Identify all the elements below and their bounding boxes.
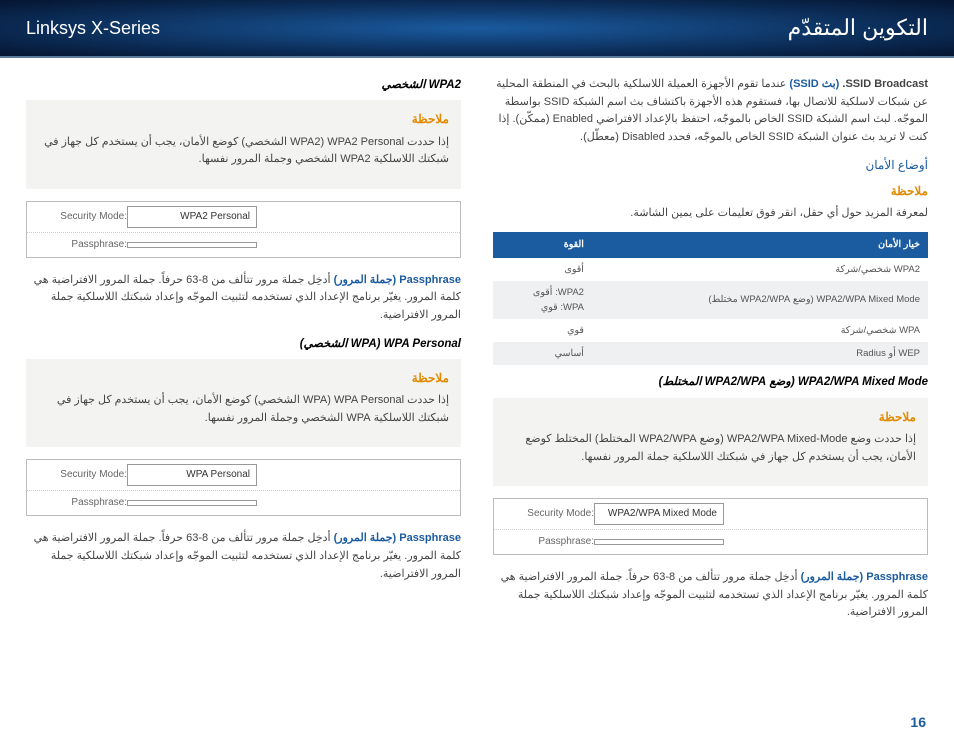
security-mode-value-2: WPA Personal: [127, 464, 257, 486]
security-mode-label: Security Mode:: [37, 209, 127, 225]
security-mode-label-r: Security Mode:: [504, 506, 594, 522]
passphrase-para-1: Passphrase (جملة المرور) أدخِل جملة مرور…: [26, 272, 461, 325]
column-left: WPA2 الشخصي ملاحظة إذا حددت WPA2 Persona…: [26, 76, 461, 632]
config-row-passphrase-2: Passphrase:: [27, 490, 460, 515]
config-panel-wpa: Security Mode: WPA Personal Passphrase:: [26, 459, 461, 516]
passphrase-para-2: Passphrase (جملة المرور) أدخِل جملة مرور…: [26, 530, 461, 583]
security-mode-value-r: WPA2/WPA Mixed Mode: [594, 503, 724, 525]
cell-opt: WPA شخصي/شركة: [592, 319, 928, 342]
note-wpa2-personal: ملاحظة إذا حددت WPA2 Personal (WPA2 الشخ…: [26, 100, 461, 188]
passphrase-value-2: [127, 500, 257, 506]
mixed-mode-heading: WPA2/WPA Mixed Mode (وضع WPA2/WPA المختل…: [493, 373, 928, 391]
passphrase-label-rb: Passphrase (جملة المرور): [801, 571, 928, 583]
cell-opt: WEP أو Radius: [592, 342, 928, 365]
ssid-broadcast-para: SSID Broadcast. (بث SSID) عندما تقوم الأ…: [493, 76, 928, 146]
security-modes-heading: أوضاع الأمان: [493, 156, 928, 175]
note-text: إذا حددت WPA2 Personal (WPA2 الشخصي) كوض…: [38, 134, 449, 169]
cell-opt: WPA2/WPA Mixed Mode (وضع WPA2/WPA مختلط): [592, 281, 928, 319]
passphrase-para-r: Passphrase (جملة المرور) أدخِل جملة مرور…: [493, 569, 928, 622]
table-header-option: خيار الأمان: [592, 232, 928, 257]
table-header-strength: القوة: [493, 232, 592, 257]
header-left-title: Linksys X-Series: [26, 18, 160, 39]
wpa2-personal-heading: WPA2 الشخصي: [26, 76, 461, 94]
config-panel-mixed: Security Mode: WPA2/WPA Mixed Mode Passp…: [493, 498, 928, 555]
note-heading-r1: ملاحظة: [493, 182, 928, 201]
cell-opt: WPA2 شخصي/شركة: [592, 258, 928, 281]
note-text-r1: لمعرفة المزيد حول أي حقل، انقر فوق تعليم…: [493, 205, 928, 223]
column-right: SSID Broadcast. (بث SSID) عندما تقوم الأ…: [493, 76, 928, 632]
config-row-security-mode: Security Mode: WPA2 Personal: [27, 202, 460, 232]
note-heading-2: ملاحظة: [38, 369, 449, 388]
note-wpa-personal: ملاحظة إذا حددت WPA Personal (WPA الشخصي…: [26, 359, 461, 447]
page-body: WPA2 الشخصي ملاحظة إذا حددت WPA2 Persona…: [0, 58, 954, 642]
ssid-broadcast-paren: (بث SSID): [789, 78, 839, 90]
passphrase-label-2: Passphrase:: [37, 495, 127, 511]
security-options-table: خيار الأمان القوة WPA2 شخصي/شركة أقوى WP…: [493, 232, 928, 365]
cell-str: WPA2: أقوى WPA: قوي: [493, 281, 592, 319]
note-mixed-mode: ملاحظة إذا حددت وضع WPA2/WPA Mixed-Mode …: [493, 398, 928, 486]
ssid-broadcast-label: SSID Broadcast.: [842, 78, 928, 90]
table-row: WPA2 شخصي/شركة أقوى: [493, 258, 928, 281]
table-row: WPA2/WPA Mixed Mode (وضع WPA2/WPA مختلط)…: [493, 281, 928, 319]
wpa-personal-heading: WPA Personal (WPA الشخصي): [26, 335, 461, 353]
passphrase-label-1: Passphrase (جملة المرور): [334, 274, 461, 286]
passphrase-label-r: Passphrase:: [504, 534, 594, 550]
security-mode-value: WPA2 Personal: [127, 206, 257, 228]
page-number: 16: [910, 714, 926, 730]
passphrase-value-r: [594, 539, 724, 545]
config-row-passphrase: Passphrase:: [27, 232, 460, 257]
note-heading: ملاحظة: [38, 110, 449, 129]
passphrase-label: Passphrase:: [37, 237, 127, 253]
note-text-2: إذا حددت WPA Personal (WPA الشخصي) كوضع …: [38, 392, 449, 427]
table-row: WPA شخصي/شركة قوي: [493, 319, 928, 342]
security-mode-label-2: Security Mode:: [37, 467, 127, 483]
page-header: Linksys X-Series التكوين المتقدّم: [0, 0, 954, 56]
note-text-r2: إذا حددت وضع WPA2/WPA Mixed-Mode (وضع WP…: [505, 431, 916, 466]
config-panel-wpa2: Security Mode: WPA2 Personal Passphrase:: [26, 201, 461, 258]
passphrase-label-2b: Passphrase (جملة المرور): [334, 532, 461, 544]
cell-str: أقوى: [493, 258, 592, 281]
config-row-passphrase-r: Passphrase:: [494, 529, 927, 554]
config-row-security-mode-r: Security Mode: WPA2/WPA Mixed Mode: [494, 499, 927, 529]
note-heading-r2: ملاحظة: [505, 408, 916, 427]
passphrase-value: [127, 242, 257, 248]
cell-str: قوي: [493, 319, 592, 342]
cell-str: أساسي: [493, 342, 592, 365]
config-row-security-mode-2: Security Mode: WPA Personal: [27, 460, 460, 490]
table-row: WEP أو Radius أساسي: [493, 342, 928, 365]
header-right-title: التكوين المتقدّم: [788, 15, 928, 41]
